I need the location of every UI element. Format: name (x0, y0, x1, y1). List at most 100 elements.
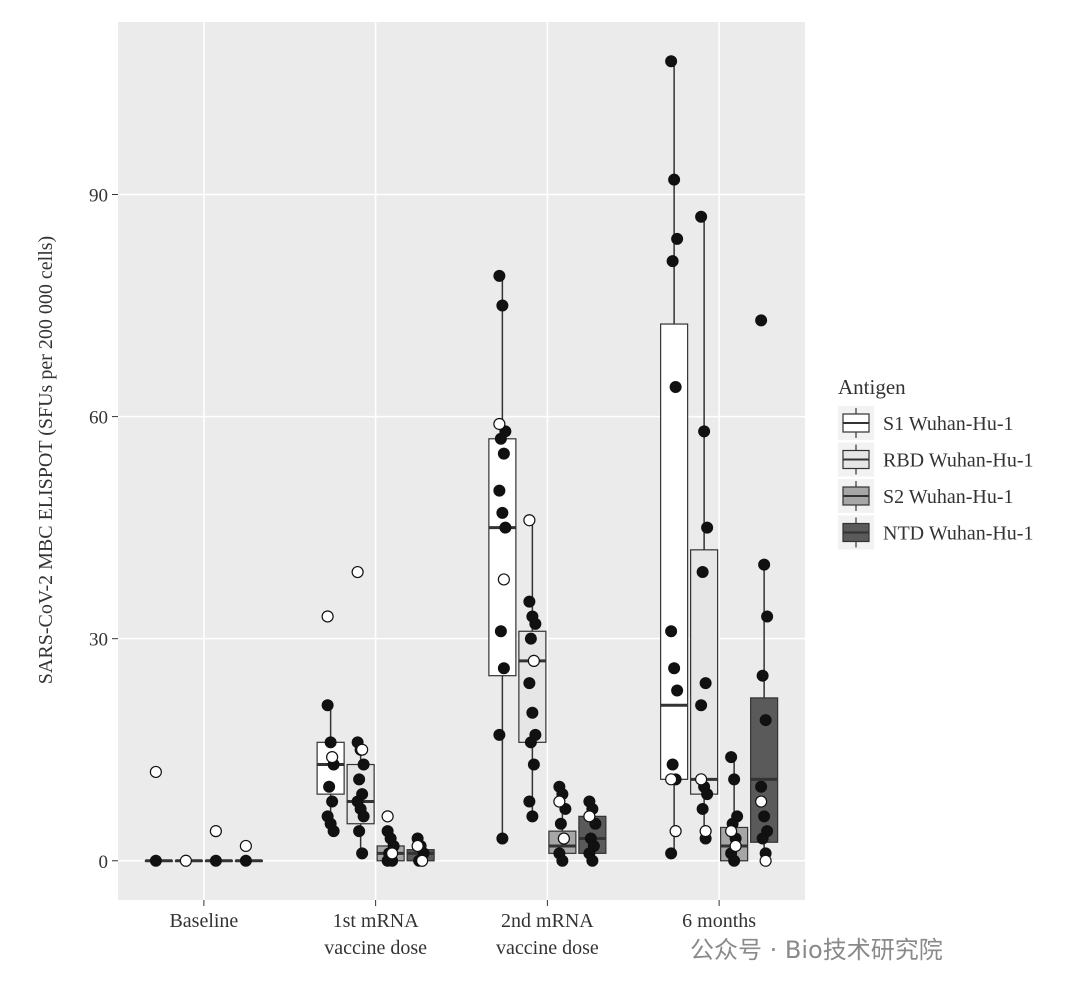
point (497, 662, 510, 675)
point (728, 854, 741, 867)
point (523, 795, 536, 808)
point (353, 825, 366, 838)
point (755, 314, 768, 327)
watermark: 公众号 · Bio技术研究院 (690, 936, 943, 964)
x-tick-label: 6 months (682, 910, 757, 932)
point (695, 699, 708, 712)
x-tick-label: 2nd mRNA vaccine dose (496, 910, 599, 959)
point (493, 484, 506, 497)
box (690, 549, 719, 795)
point (755, 780, 768, 793)
open-point (239, 839, 252, 853)
open-point (695, 773, 708, 786)
point (356, 847, 369, 860)
open-point (321, 610, 334, 623)
x-tick-label: 1st mRNA vaccine dose (324, 910, 427, 959)
point (668, 173, 681, 186)
point (496, 506, 509, 519)
point (526, 706, 539, 719)
open-point (523, 514, 536, 527)
point (323, 780, 336, 793)
open-point (583, 810, 596, 823)
point (496, 299, 509, 312)
legend-label: S1 Wuhan-Hu-1 (883, 413, 1013, 435)
point (698, 425, 711, 438)
point (668, 662, 681, 675)
point (497, 447, 510, 460)
point (671, 684, 684, 697)
point (666, 758, 679, 771)
point (523, 677, 536, 690)
point (353, 773, 366, 786)
legend-label: NTD Wuhan-Hu-1 (883, 523, 1033, 545)
point (665, 55, 678, 68)
open-point (759, 854, 772, 867)
point (696, 566, 709, 579)
point (357, 758, 370, 771)
point (696, 802, 709, 815)
y-tick-label: 0 (99, 852, 109, 873)
open-point (725, 825, 738, 838)
point (758, 810, 771, 823)
open-point (557, 832, 570, 845)
point (695, 210, 708, 223)
open-point (149, 765, 162, 779)
open-point (326, 751, 339, 764)
open-point (351, 565, 364, 579)
open-point (381, 810, 394, 823)
point (529, 617, 542, 630)
point (758, 558, 771, 571)
legend-label: S2 Wuhan-Hu-1 (883, 486, 1013, 508)
box (488, 438, 517, 677)
point (494, 432, 507, 445)
point (493, 728, 506, 741)
point (499, 521, 512, 534)
open-point (386, 847, 399, 860)
point (665, 625, 678, 638)
y-axis-label: SARS-CoV-2 MBC ELISPOT (SFUs per 200 000… (35, 236, 57, 684)
x-tick-label: Baseline (169, 910, 239, 932)
legend-label: RBD Wuhan-Hu-1 (883, 450, 1033, 472)
point (494, 625, 507, 638)
point (527, 758, 540, 771)
legend-title: Antigen (838, 375, 906, 399)
open-point (493, 417, 506, 431)
open-point (729, 839, 742, 853)
open-point (665, 773, 678, 786)
point (496, 832, 509, 845)
point (324, 736, 337, 749)
point (669, 380, 682, 393)
open-point (755, 795, 768, 808)
y-tick-label: 30 (89, 630, 108, 651)
point (526, 810, 539, 823)
point (761, 610, 774, 623)
point (759, 714, 772, 727)
point (728, 773, 741, 786)
point (321, 699, 334, 712)
point (327, 825, 340, 838)
box (660, 323, 689, 780)
open-point (527, 654, 540, 667)
point (756, 669, 769, 682)
open-point (699, 825, 712, 838)
point (665, 847, 678, 860)
point (556, 854, 569, 867)
point (701, 521, 714, 534)
y-tick-label: 90 (89, 185, 108, 206)
point (701, 788, 714, 801)
point (326, 795, 339, 808)
point (209, 854, 222, 867)
point (756, 832, 769, 845)
point (699, 677, 712, 690)
open-point (356, 743, 369, 756)
open-point (669, 825, 682, 838)
y-tick-label: 60 (89, 408, 108, 429)
point (357, 810, 370, 823)
point (666, 255, 679, 268)
point (586, 854, 599, 867)
point (524, 632, 537, 645)
point (671, 232, 684, 245)
open-point (411, 839, 424, 853)
point (554, 817, 567, 830)
